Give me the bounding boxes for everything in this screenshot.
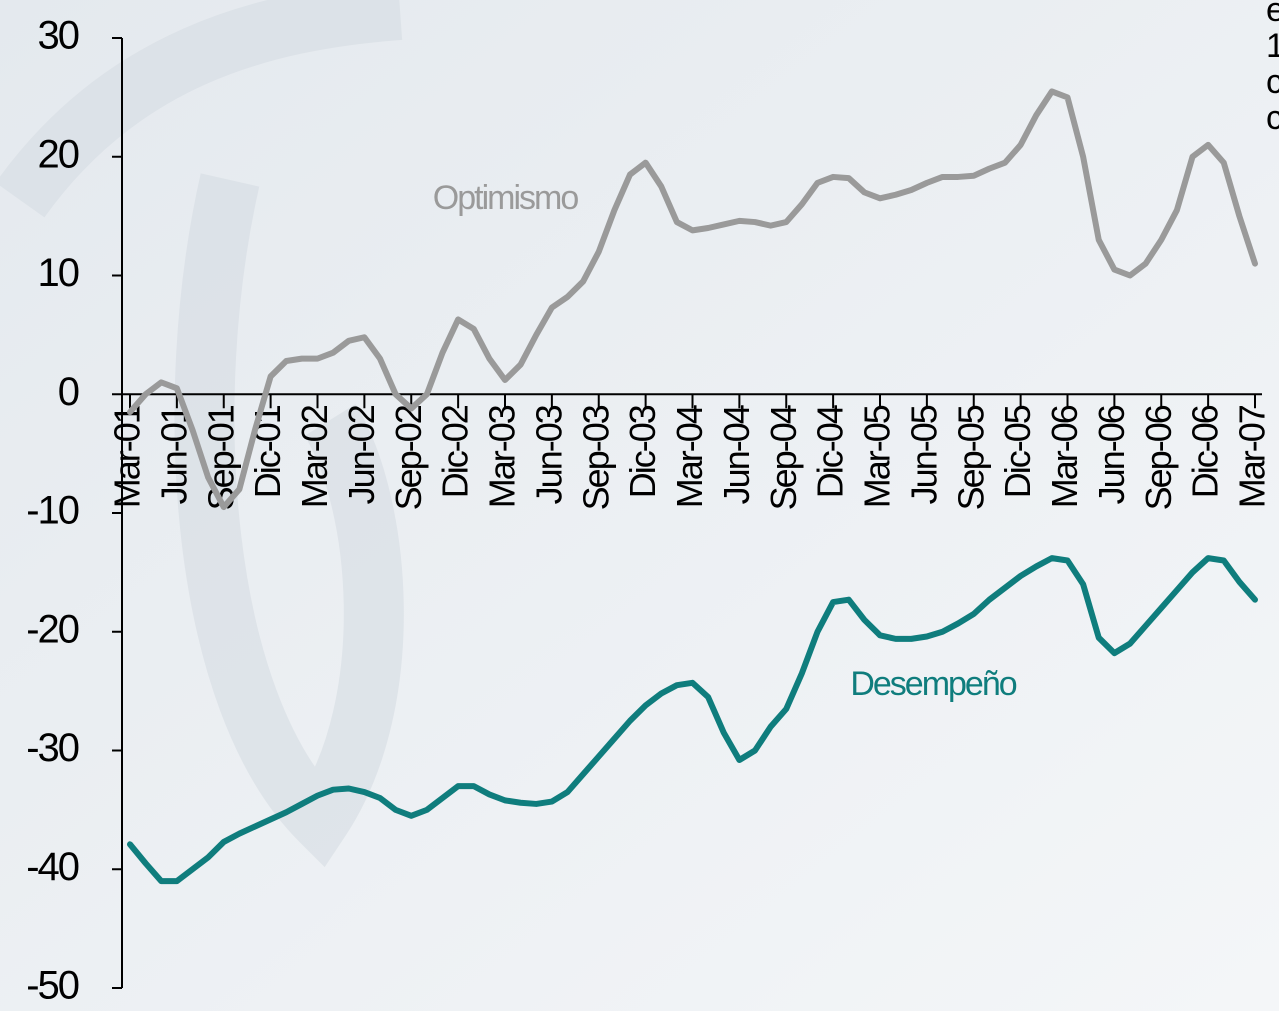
x-tick-label: Sep-06	[1138, 405, 1179, 510]
x-tick-label: Jun-06	[1091, 405, 1132, 504]
x-tick-label: Dic-06	[1185, 405, 1226, 498]
x-tick-label: Mar-01	[107, 405, 148, 508]
x-tick-label: Dic-05	[997, 405, 1038, 498]
x-tick-label: Dic-04	[810, 405, 851, 498]
y-tick-label: 0	[58, 370, 79, 414]
y-tick-label: -30	[26, 726, 79, 770]
y-tick-label: 20	[38, 132, 79, 176]
x-tick-label: Sep-03	[575, 405, 616, 510]
x-tick-label: Jun-03	[528, 405, 569, 504]
y-tick-label: -10	[26, 489, 79, 533]
series-label: Optimismo	[433, 179, 579, 217]
x-tick-label: Dic-03	[622, 405, 663, 498]
side-note: e	[1266, 0, 1279, 29]
x-tick-label: Jun-05	[903, 405, 944, 504]
x-tick-label: Dic-01	[247, 405, 288, 498]
series-line	[127, 555, 1258, 885]
x-tick-label: Sep-05	[950, 405, 991, 510]
series-line	[127, 88, 1258, 511]
x-tick-label: Jun-02	[341, 405, 382, 504]
x-tick-label: Mar-03	[482, 405, 523, 508]
x-tick-label: Mar-04	[669, 405, 710, 508]
x-tick-label: Jun-04	[716, 405, 757, 504]
x-tick-label: Sep-02	[388, 405, 429, 510]
side-note: 1	[1266, 27, 1279, 65]
series-label: Desempeño	[850, 665, 1016, 703]
x-tick-label: Mar-02	[294, 405, 335, 508]
y-tick-label: -50	[26, 964, 79, 1008]
x-tick-label: Mar-07	[1232, 405, 1273, 508]
watermark	[0, 0, 404, 868]
y-tick-label: 10	[38, 251, 79, 295]
side-note: c	[1266, 63, 1279, 101]
x-tick-label: Mar-06	[1044, 405, 1085, 508]
y-tick-label: -40	[26, 845, 79, 889]
y-tick-label: -20	[26, 607, 79, 651]
side-note: c	[1266, 99, 1279, 137]
x-tick-label: Mar-05	[857, 405, 898, 508]
x-tick-label: Sep-04	[763, 405, 804, 510]
y-tick-label: 30	[38, 14, 79, 58]
x-tick-label: Dic-02	[435, 405, 476, 498]
